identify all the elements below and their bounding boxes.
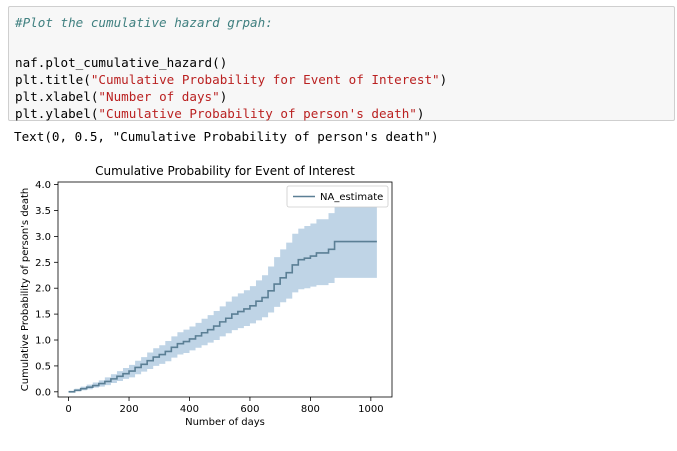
chart-title: Cumulative Probability for Event of Inte… xyxy=(95,164,355,178)
code-string: "Cumulative Probability for Event of Int… xyxy=(90,72,440,87)
x-tick-label: 0 xyxy=(65,404,71,415)
x-tick-label: 200 xyxy=(119,404,138,415)
y-tick-label: 2.5 xyxy=(35,258,51,269)
x-tick-label: 1000 xyxy=(358,404,383,415)
y-axis-ticks: 0.0 0.5 1.0 1.5 2.0 2.5 3.0 3.5 4.0 xyxy=(35,180,58,398)
cumulative-hazard-chart: 0 200 400 600 800 1000 0.0 0.5 1.0 1.5 2.0 2.5 3.0 3… xyxy=(20,164,393,428)
x-axis-label: Number of days xyxy=(185,417,265,428)
code-text: plt.title( xyxy=(15,72,91,87)
code-line-plot-call: naf.plot_cumulative_hazard() xyxy=(15,55,228,70)
y-tick-label: 1.0 xyxy=(35,336,51,347)
code-cell[interactable]: #Plot the cumulative hazard grpah: naf.p… xyxy=(8,6,675,121)
series-line-layer xyxy=(68,240,377,393)
code-text: ) xyxy=(416,106,425,121)
y-tick-label: 3.0 xyxy=(35,232,51,243)
code-line-xlabel: plt.xlabel("Number of days") xyxy=(15,89,227,105)
chart-output: 0 200 400 600 800 1000 0.0 0.5 1.0 1.5 2.0 2.5 3.0 3… xyxy=(0,155,677,447)
confidence-band xyxy=(68,202,377,392)
code-text: plt.xlabel( xyxy=(15,89,99,104)
legend-box xyxy=(286,185,389,208)
legend-label: NA_estimate xyxy=(320,192,383,203)
confidence-band-layer xyxy=(68,202,377,392)
x-tick-label: 600 xyxy=(240,404,259,415)
y-tick-label: 0.0 xyxy=(35,387,51,398)
y-tick-label: 1.5 xyxy=(35,310,51,321)
y-axis-label: Cumulative Probability of person's death xyxy=(20,188,31,391)
x-tick-label: 400 xyxy=(180,404,199,415)
plot-frame xyxy=(57,181,393,398)
code-string: "Number of days" xyxy=(98,89,220,104)
y-tick-label: 3.5 xyxy=(35,206,51,217)
na-estimate-line xyxy=(68,240,377,393)
y-tick-label: 0.5 xyxy=(35,361,51,372)
code-text: plt.ylabel( xyxy=(15,106,99,121)
code-text: ) xyxy=(219,89,228,104)
code-comment-line: #Plot the cumulative hazard grpah: xyxy=(15,15,273,30)
legend: NA_estimate xyxy=(286,185,389,208)
code-text: ) xyxy=(439,72,448,87)
code-line-title: plt.title("Cumulative Probability for Ev… xyxy=(15,72,447,88)
code-line-ylabel: plt.ylabel("Cumulative Probability of pe… xyxy=(15,106,424,122)
code-string: "Cumulative Probability of person's deat… xyxy=(98,106,417,121)
cell-output-text: Text(0, 0.5, "Cumulative Probability of … xyxy=(14,129,439,144)
x-axis-ticks: 0 200 400 600 800 1000 xyxy=(65,397,384,415)
y-tick-label: 4.0 xyxy=(35,180,51,191)
x-tick-label: 800 xyxy=(301,404,320,415)
y-tick-label: 2.0 xyxy=(35,284,51,295)
